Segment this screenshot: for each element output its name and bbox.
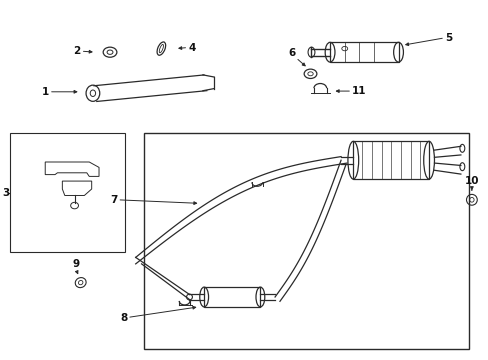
Bar xyxy=(352,141,428,179)
Text: 1: 1 xyxy=(41,87,49,97)
Text: 3: 3 xyxy=(2,188,10,198)
Text: 2: 2 xyxy=(73,46,81,56)
Text: 5: 5 xyxy=(444,33,451,43)
Text: 8: 8 xyxy=(120,312,127,323)
Bar xyxy=(144,133,468,349)
Text: 6: 6 xyxy=(288,48,295,58)
Bar xyxy=(10,133,124,252)
Text: 4: 4 xyxy=(188,42,195,53)
Bar xyxy=(204,287,260,307)
Text: 7: 7 xyxy=(110,195,117,205)
Text: 9: 9 xyxy=(72,259,79,269)
Text: 10: 10 xyxy=(464,176,478,186)
Bar xyxy=(329,42,398,62)
Text: 11: 11 xyxy=(351,86,366,96)
